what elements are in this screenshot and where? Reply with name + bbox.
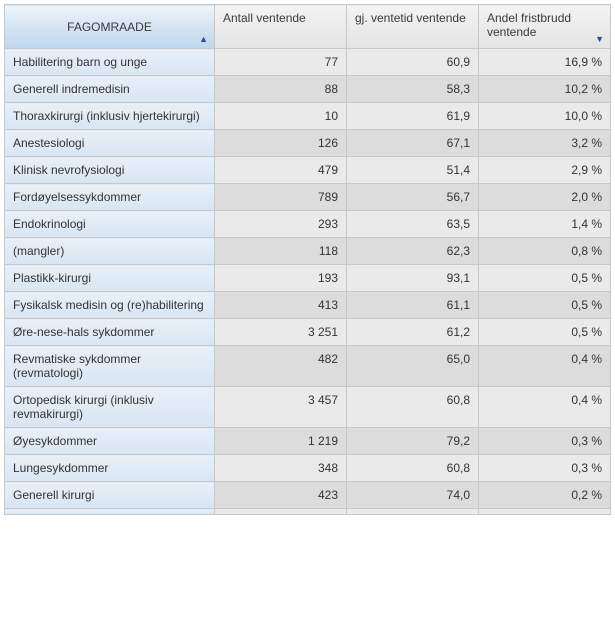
row-label: Fordøyelsessykdommer [5, 184, 215, 211]
cell-antall: 88 [215, 76, 347, 103]
table-row: Generell indremedisin8858,310,2 % [5, 76, 611, 103]
cell-antall: 10 [215, 103, 347, 130]
cell-andel: 3,2 % [479, 130, 611, 157]
table-row: Endokrinologi29363,51,4 % [5, 211, 611, 238]
cell-gjvt: 51,4 [347, 157, 479, 184]
cell-antall: 3 457 [215, 387, 347, 428]
cell-gjvt: 93,1 [347, 265, 479, 292]
row-label: Lungesykdommer [5, 455, 215, 482]
cell-gjvt: 60,8 [347, 455, 479, 482]
row-label: Klinisk nevrofysiologi [5, 157, 215, 184]
cell-antall: 3 251 [215, 319, 347, 346]
cell-andel: 0,3 % [479, 428, 611, 455]
cell-antall: 193 [215, 265, 347, 292]
table-body: Habilitering barn og unge7760,916,9 %Gen… [5, 49, 611, 515]
row-label: Øyesykdommer [5, 428, 215, 455]
header-row: FAGOMRAADE ▲ Antall ventende gj. venteti… [5, 5, 611, 49]
row-label: Habilitering barn og unge [5, 49, 215, 76]
table-row: Øyesykdommer1 21979,20,3 % [5, 428, 611, 455]
table-row: Thoraxkirurgi (inklusiv hjertekirurgi)10… [5, 103, 611, 130]
cell-antall: 789 [215, 184, 347, 211]
row-label: Plastikk-kirurgi [5, 265, 215, 292]
cell-gjvt: 58,3 [347, 76, 479, 103]
cell-gjvt: 61,1 [347, 292, 479, 319]
cell-andel: 0,8 % [479, 238, 611, 265]
table-row: Lungesykdommer34860,80,3 % [5, 455, 611, 482]
cell-andel: 2,9 % [479, 157, 611, 184]
cell-gjvt: 63,5 [347, 211, 479, 238]
cell-andel: 0,4 % [479, 346, 611, 387]
table-row-partial [5, 509, 611, 515]
cell-gjvt: 74,0 [347, 482, 479, 509]
col-header-label: FAGOMRAADE [67, 20, 152, 34]
col-header-antall[interactable]: Antall ventende [215, 5, 347, 49]
cell-gjvt: 79,2 [347, 428, 479, 455]
row-label: Ortopedisk kirurgi (inklusiv revmakirurg… [5, 387, 215, 428]
cell-antall: 423 [215, 482, 347, 509]
sort-asc-icon: ▲ [199, 34, 208, 44]
table-row: Plastikk-kirurgi19393,10,5 % [5, 265, 611, 292]
cell-antall: 479 [215, 157, 347, 184]
row-label: Fysikalsk medisin og (re)habilitering [5, 292, 215, 319]
col-header-fagomraade[interactable]: FAGOMRAADE ▲ [5, 5, 215, 49]
col-header-label: gj. ventetid ventende [355, 11, 466, 25]
cell-andel: 0,5 % [479, 319, 611, 346]
table-row: Revmatiske sykdommer (revmatologi)48265,… [5, 346, 611, 387]
table-row: Fordøyelsessykdommer78956,72,0 % [5, 184, 611, 211]
cell-andel: 10,0 % [479, 103, 611, 130]
row-label: Revmatiske sykdommer (revmatologi) [5, 346, 215, 387]
cell-antall: 118 [215, 238, 347, 265]
cell-antall: 413 [215, 292, 347, 319]
row-label: Generell indremedisin [5, 76, 215, 103]
cell-gjvt: 61,9 [347, 103, 479, 130]
cell-antall: 293 [215, 211, 347, 238]
table-row: Ortopedisk kirurgi (inklusiv revmakirurg… [5, 387, 611, 428]
row-label: Thoraxkirurgi (inklusiv hjertekirurgi) [5, 103, 215, 130]
cell-andel: 0,3 % [479, 455, 611, 482]
table-row: Klinisk nevrofysiologi47951,42,9 % [5, 157, 611, 184]
row-label: Anestesiologi [5, 130, 215, 157]
cell-gjvt: 62,3 [347, 238, 479, 265]
cell-andel: 0,4 % [479, 387, 611, 428]
cell-antall: 126 [215, 130, 347, 157]
cell-gjvt: 60,8 [347, 387, 479, 428]
cell-gjvt: 61,2 [347, 319, 479, 346]
table-row: Øre-nese-hals sykdommer3 25161,20,5 % [5, 319, 611, 346]
cell-andel: 16,9 % [479, 49, 611, 76]
cell-gjvt: 56,7 [347, 184, 479, 211]
data-table: FAGOMRAADE ▲ Antall ventende gj. venteti… [4, 4, 611, 515]
cell-andel: 0,5 % [479, 265, 611, 292]
cell-andel: 10,2 % [479, 76, 611, 103]
col-header-label: Antall ventende [223, 11, 306, 25]
row-label: Generell kirurgi [5, 482, 215, 509]
cell-antall: 348 [215, 455, 347, 482]
cell-andel: 0,5 % [479, 292, 611, 319]
sort-desc-icon: ▼ [595, 34, 604, 44]
col-header-label: Andel fristbrudd ventende [487, 11, 571, 39]
row-label: (mangler) [5, 238, 215, 265]
cell-antall: 482 [215, 346, 347, 387]
table-row: Fysikalsk medisin og (re)habilitering413… [5, 292, 611, 319]
cell-andel: 2,0 % [479, 184, 611, 211]
cell-andel: 1,4 % [479, 211, 611, 238]
row-label: Endokrinologi [5, 211, 215, 238]
table-row: Habilitering barn og unge7760,916,9 % [5, 49, 611, 76]
table-row: (mangler)11862,30,8 % [5, 238, 611, 265]
table-row: Generell kirurgi42374,00,2 % [5, 482, 611, 509]
cell-antall: 77 [215, 49, 347, 76]
table-row: Anestesiologi12667,13,2 % [5, 130, 611, 157]
col-header-gjventetid[interactable]: gj. ventetid ventende [347, 5, 479, 49]
cell-andel: 0,2 % [479, 482, 611, 509]
cell-antall: 1 219 [215, 428, 347, 455]
cell-gjvt: 67,1 [347, 130, 479, 157]
col-header-andel[interactable]: Andel fristbrudd ventende ▼ [479, 5, 611, 49]
row-label: Øre-nese-hals sykdommer [5, 319, 215, 346]
cell-gjvt: 60,9 [347, 49, 479, 76]
cell-gjvt: 65,0 [347, 346, 479, 387]
